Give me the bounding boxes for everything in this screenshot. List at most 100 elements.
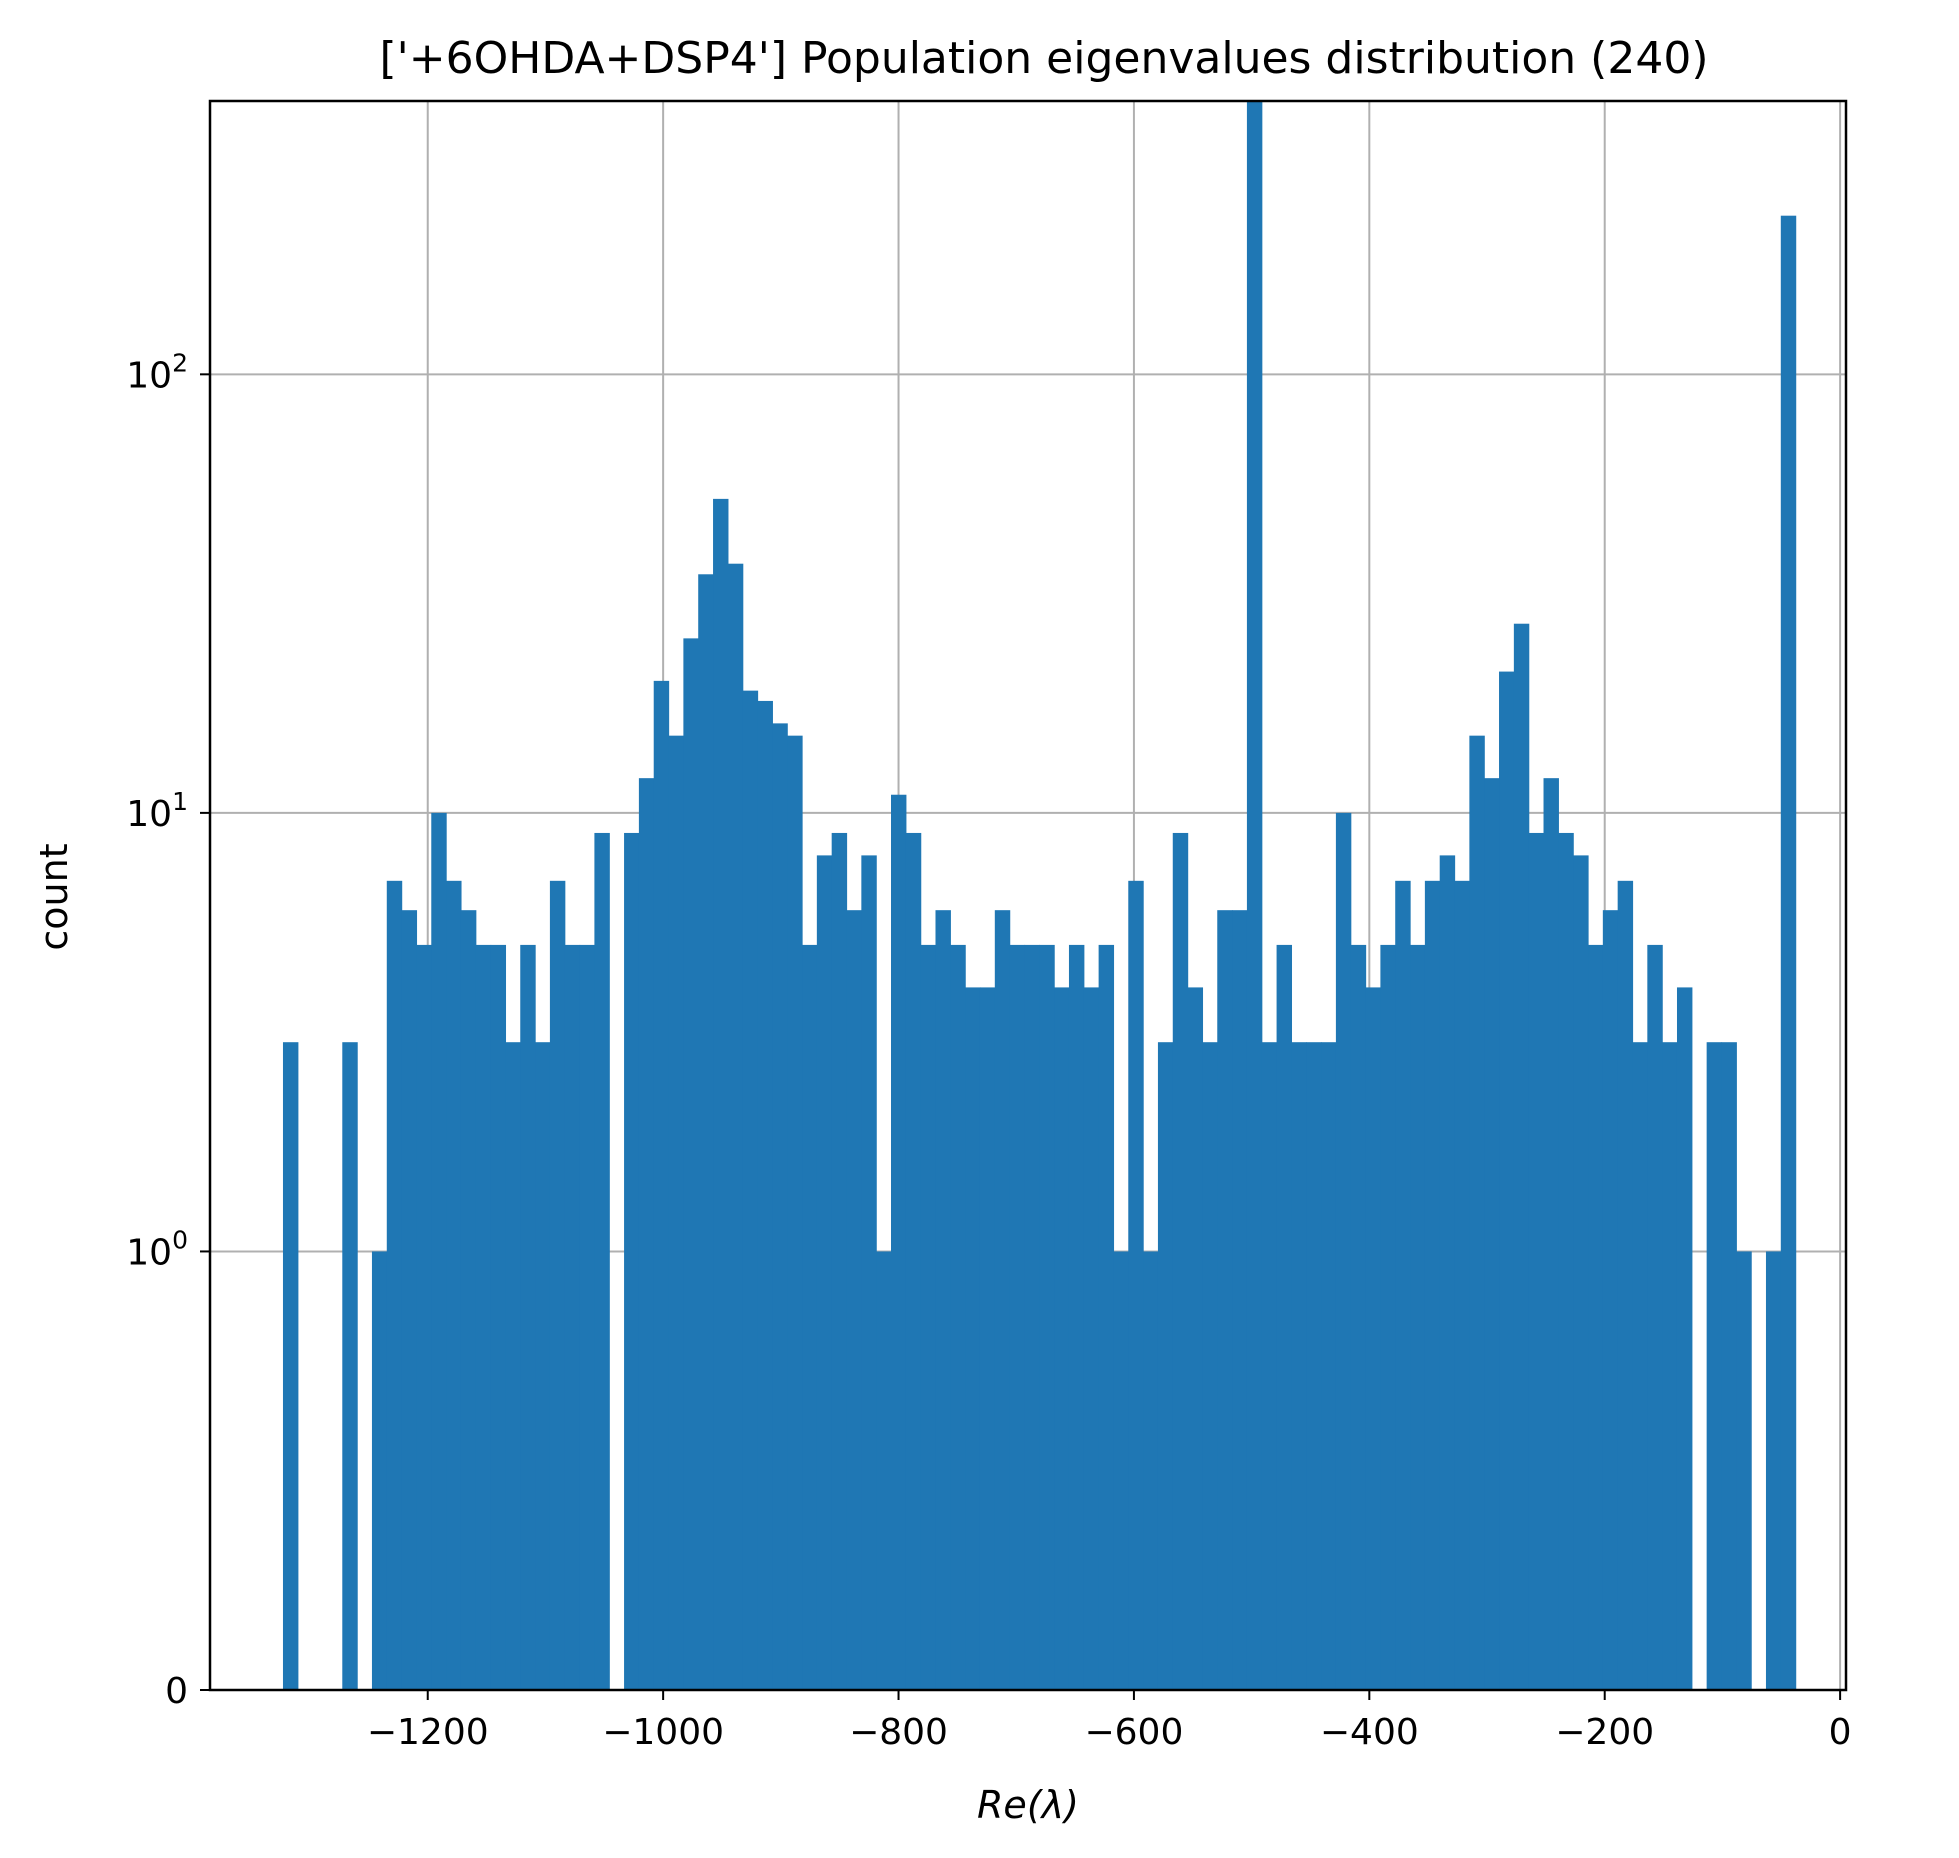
histogram-bar — [1484, 778, 1500, 1690]
histogram-bar — [979, 987, 996, 1690]
histogram-bar — [1098, 944, 1115, 1690]
histogram-bar — [742, 690, 759, 1690]
histogram-bar — [1276, 944, 1293, 1690]
x-tick-label: −1200 — [367, 1712, 489, 1753]
histogram-bar — [1143, 1251, 1159, 1690]
histogram-bar — [1024, 944, 1040, 1690]
histogram-bar — [1469, 735, 1485, 1690]
histogram-bar — [698, 574, 714, 1690]
histogram-bar — [1676, 987, 1693, 1690]
x-tick-label: 0 — [1829, 1712, 1852, 1753]
histogram-bar — [416, 944, 432, 1690]
histogram-bar — [994, 910, 1011, 1690]
histogram-bar — [1706, 1042, 1723, 1690]
histogram-bar — [1632, 1042, 1648, 1690]
histogram-bar — [1721, 1042, 1737, 1690]
histogram-bar — [653, 680, 670, 1690]
x-tick-label: −200 — [1555, 1712, 1654, 1753]
histogram-bar — [1157, 1042, 1174, 1690]
histogram-bar — [831, 832, 848, 1690]
histogram-bar — [475, 944, 492, 1690]
x-tick-label: −1000 — [602, 1712, 724, 1753]
histogram-bar — [549, 880, 566, 1690]
histogram-bar — [920, 944, 937, 1690]
histogram-bar — [1068, 944, 1085, 1690]
histogram-bar — [1662, 1042, 1678, 1690]
histogram-bar — [935, 910, 951, 1690]
histogram-bar — [1128, 880, 1144, 1690]
histogram-bar — [1439, 855, 1456, 1690]
histogram-bar — [1172, 832, 1189, 1690]
histogram-bar — [802, 944, 818, 1690]
x-tick-label: −600 — [1084, 1712, 1183, 1753]
histogram-bar — [1736, 1251, 1752, 1690]
x-tick-label: −800 — [849, 1712, 948, 1753]
y-axis-label: count — [32, 843, 76, 950]
histogram-bar — [1202, 1042, 1218, 1690]
y-tick-label: 100 — [126, 1225, 188, 1273]
histogram-bar — [1365, 987, 1381, 1690]
histogram-bar — [1217, 910, 1233, 1690]
histogram-bar — [638, 778, 655, 1690]
histogram-bar — [520, 944, 536, 1690]
histogram-bar — [1350, 944, 1367, 1690]
histogram-bar — [1187, 987, 1204, 1690]
histogram-bar — [1543, 778, 1559, 1690]
histogram-bar — [1765, 1251, 1782, 1690]
histogram-bar — [727, 563, 744, 1690]
histogram-bar — [1513, 623, 1530, 1691]
histogram-bar — [1380, 944, 1396, 1690]
histogram-bar — [876, 1251, 892, 1690]
y-axis-ticks: 0 100 101 102 — [126, 348, 210, 1712]
histogram-bar — [1321, 1042, 1337, 1690]
histogram-bar — [1291, 1042, 1307, 1690]
histogram-bar — [1232, 910, 1248, 1690]
histogram-bar — [965, 987, 981, 1690]
histogram-bar — [564, 944, 581, 1690]
histogram-bar — [713, 498, 729, 1691]
histogram-bar — [1647, 944, 1663, 1690]
histogram-bar — [890, 794, 907, 1690]
histogram-bar — [594, 832, 610, 1690]
histogram-bar — [1617, 880, 1634, 1690]
histogram-bar — [371, 1251, 388, 1690]
y-tick-label: 102 — [126, 348, 188, 396]
histogram-bar — [816, 855, 833, 1690]
histogram-bar — [579, 944, 596, 1690]
histogram-bar — [505, 1042, 521, 1690]
histogram-bar — [1261, 1042, 1278, 1690]
histogram-bar — [431, 812, 447, 1690]
plot-area-frame — [208, 99, 1848, 1692]
histogram-bar — [1395, 880, 1411, 1690]
histogram-bar — [787, 735, 803, 1690]
chart-title: ['+6OHDA+DSP4'] Population eigenvalues d… — [380, 33, 1709, 84]
histogram-bar — [1602, 910, 1619, 1690]
histogram-bar — [490, 944, 507, 1690]
histogram-bar — [1588, 944, 1604, 1690]
histogram-bar — [1039, 944, 1055, 1690]
histogram-bar — [1454, 880, 1470, 1690]
histogram-bar — [1009, 944, 1026, 1690]
histogram-bar — [1558, 832, 1574, 1690]
histogram-bar — [1083, 987, 1100, 1690]
histogram-bar — [683, 638, 699, 1691]
histogram-bar — [950, 944, 966, 1690]
histogram-bar — [446, 880, 462, 1690]
histogram-bar — [1528, 832, 1545, 1690]
histogram-bar — [1246, 101, 1263, 1690]
histogram-bar — [1335, 812, 1352, 1690]
histogram-bar — [386, 880, 403, 1690]
x-axis-label: Re(λ) — [977, 1783, 1079, 1827]
histogram-bar — [401, 910, 418, 1690]
histogram-bar — [1306, 1042, 1322, 1690]
histogram-bar — [535, 1042, 551, 1690]
histogram-bar — [1054, 987, 1070, 1690]
histogram-bar — [772, 723, 788, 1690]
histogram-bar — [846, 910, 862, 1690]
histogram-bar — [1573, 855, 1589, 1690]
histogram-bar — [1113, 1251, 1129, 1690]
histogram-bar — [861, 855, 877, 1690]
histogram-bar — [668, 735, 684, 1690]
histogram-bar — [905, 832, 922, 1690]
